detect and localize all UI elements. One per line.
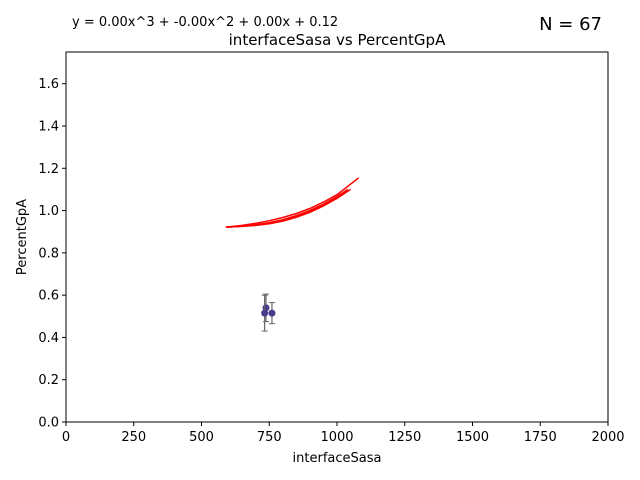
y-tick-label: 1.2	[38, 162, 59, 177]
fit-curve-2	[225, 177, 360, 228]
fit-curves	[225, 177, 360, 228]
data-point-2	[268, 302, 276, 325]
y-tick-label: 0.6	[38, 289, 59, 304]
x-tick-label: 1750	[524, 430, 557, 445]
data-point-0	[262, 293, 270, 323]
x-tick-label: 500	[189, 430, 214, 445]
point-marker	[268, 309, 276, 317]
y-tick-label: 0.2	[38, 373, 59, 388]
fit-curve-1	[225, 188, 349, 228]
x-axis-title: interfaceSasa	[293, 451, 382, 466]
chart-title: interfaceSasa vs PercentGpA	[229, 31, 446, 49]
point-marker	[261, 309, 269, 317]
x-tick-label: 1250	[388, 430, 421, 445]
x-tick-label: 750	[257, 430, 282, 445]
fit-curve-3	[228, 191, 346, 228]
y-tick-label: 0.4	[38, 331, 59, 346]
y-tick-label: 1.0	[38, 204, 59, 219]
y-tick-label: 0.0	[38, 416, 59, 431]
plot-area	[225, 177, 360, 332]
plot-frame	[65, 51, 609, 423]
y-tick-label: 0.8	[38, 246, 59, 261]
sample-count: N = 67	[539, 14, 602, 35]
fit-curve-0	[225, 188, 352, 228]
y-tick-label: 1.4	[38, 120, 59, 135]
x-tick-label: 250	[121, 430, 146, 445]
x-tick-label: 1500	[456, 430, 489, 445]
x-tick-label: 1000	[320, 430, 353, 445]
axes: 0 250 500 750 1000 1250 1500 1750 2000 0.0 0.2 0.4 0…	[38, 51, 625, 445]
fit-equation: y = 0.00x^3 + -0.00x^2 + 0.00x + 0.12	[72, 15, 338, 30]
x-tick-label: 0	[62, 430, 70, 445]
x-tick-label: 2000	[591, 430, 624, 445]
y-axis-title: PercentGpA	[15, 199, 30, 275]
data-point-1	[261, 294, 269, 332]
y-tick-label: 1.6	[38, 77, 59, 92]
